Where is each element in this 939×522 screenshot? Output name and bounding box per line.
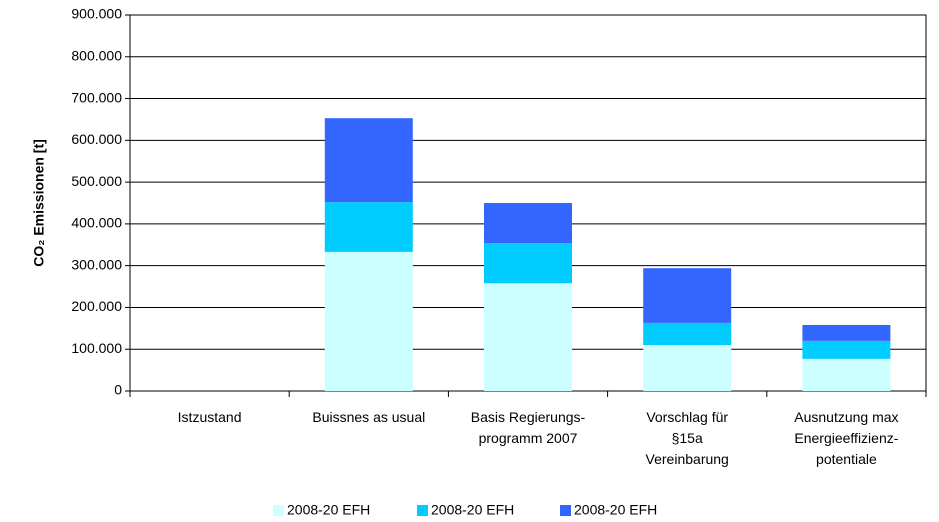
bar-segment [643, 268, 732, 323]
bar-segment [802, 358, 891, 391]
y-tick-label: 700.000 [71, 89, 122, 105]
x-tick-label-line: potentiale [816, 451, 877, 467]
legend-swatch [273, 505, 284, 516]
bar-segment [324, 202, 413, 252]
legend-label: 2008-20 EFH [287, 502, 370, 518]
x-tick-label-line: §15a [672, 430, 703, 446]
legend-label: 2008-20 EFH [431, 502, 514, 518]
x-tick-label: Basis Regierungs-programm 2007 [471, 409, 586, 446]
x-tick-label-line: Istzustand [178, 409, 242, 425]
x-tick-label-line: Basis Regierungs- [471, 409, 586, 425]
x-tick-label-line: Vorschlag für [646, 409, 728, 425]
y-axis-label: CO₂ Emissionen [t] [31, 139, 47, 267]
legend-label: 2008-20 EFH [574, 502, 657, 518]
x-tick-label-line: Buissnes as usual [312, 409, 425, 425]
bar-segment [324, 118, 413, 203]
x-tick-label: Istzustand [178, 409, 242, 425]
bar-segment [643, 345, 732, 391]
x-tick-label-line: Energieeffizienz- [794, 430, 898, 446]
x-tick-label-line: Vereinbarung [646, 451, 729, 467]
legend-swatch [417, 505, 428, 516]
bar-segment [484, 203, 572, 244]
y-tick-label: 800.000 [71, 47, 122, 63]
bar-segment [802, 340, 891, 359]
y-tick-label: 200.000 [71, 298, 122, 314]
bar-segment [484, 243, 572, 284]
y-tick-label: 900.000 [71, 6, 122, 22]
legend-swatch [560, 505, 571, 516]
x-tick-label-line: Ausnutzung max [794, 409, 898, 425]
x-tick-label: Vorschlag für §15a Vereinbarung [646, 409, 729, 467]
y-tick-label: 0 [114, 382, 122, 398]
x-tick-label-line: programm 2007 [479, 430, 578, 446]
bar-segment [484, 283, 572, 391]
y-tick-label: 100.000 [71, 340, 122, 356]
bar-segment [802, 324, 891, 341]
y-tick-label: 300.000 [71, 256, 122, 272]
y-tick-label: 600.000 [71, 131, 122, 147]
x-tick-label: Buissnes as usual [312, 409, 425, 425]
bar-segment [324, 251, 413, 391]
y-tick-label: 400.000 [71, 215, 122, 231]
y-tick-label: 500.000 [71, 173, 122, 189]
x-tick-label: Ausnutzung max Energieeffizienz-potential… [794, 409, 898, 467]
bar-segment [643, 322, 732, 346]
